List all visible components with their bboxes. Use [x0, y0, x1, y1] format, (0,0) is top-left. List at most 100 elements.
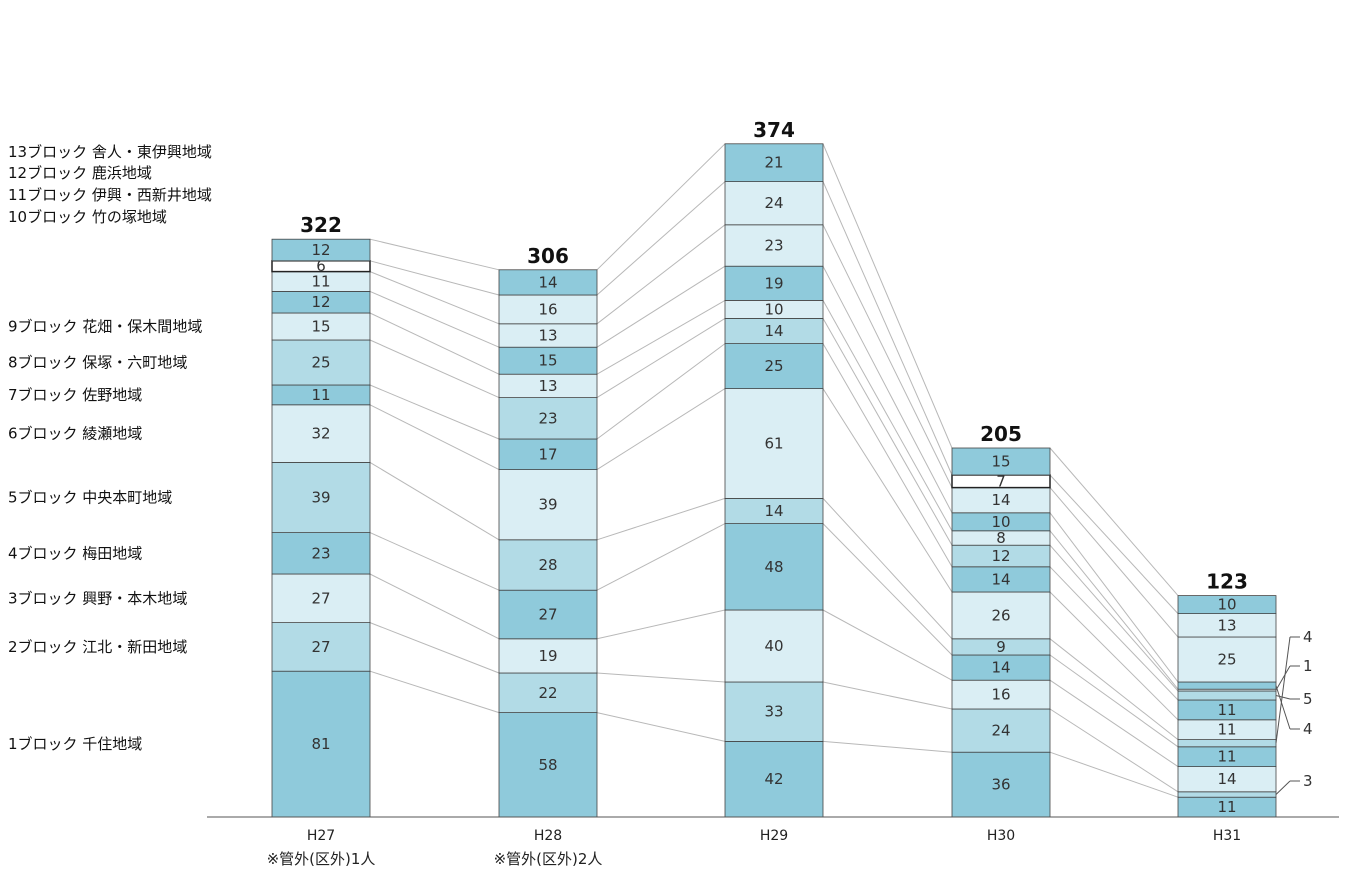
connector-line [1049, 474, 1179, 614]
bar-segment [724, 224, 824, 267]
bar-segment [271, 339, 371, 386]
data-label: 81 [311, 735, 330, 753]
data-label: 27 [311, 589, 330, 607]
bar-segment [498, 638, 598, 674]
bar-segment [951, 487, 1051, 514]
callout-line [1275, 636, 1291, 744]
connector-lines [369, 143, 1179, 798]
connector-line [369, 339, 500, 399]
connector-line [369, 238, 500, 271]
bar-segment [724, 497, 824, 524]
callout-label: 5 [1303, 690, 1313, 708]
data-label: 9 [996, 638, 1006, 656]
callout-label: 4 [1303, 628, 1313, 646]
bar-segment [271, 532, 371, 575]
callouts: 4 1 5 4 3 [1275, 628, 1313, 795]
connector-line [369, 573, 500, 640]
data-label: 11 [1217, 748, 1236, 766]
data-label: 48 [764, 558, 783, 576]
total-label: 374 [753, 118, 795, 142]
connector-line [1049, 566, 1179, 701]
bar-segment [724, 741, 824, 818]
data-label: 40 [764, 637, 783, 655]
data-label: 28 [538, 556, 557, 574]
bar-segment [1177, 766, 1277, 793]
connector-line [596, 712, 726, 742]
data-label: 36 [991, 776, 1010, 794]
callout-label: 1 [1303, 657, 1313, 675]
connector-line [1049, 751, 1179, 798]
data-label: 25 [311, 354, 330, 372]
data-label: 16 [991, 686, 1010, 704]
bar-segment [271, 238, 371, 262]
bar-segment [271, 404, 371, 463]
connector-line [1049, 544, 1179, 692]
connector-line [596, 609, 726, 640]
total-label: 306 [527, 244, 569, 268]
callout-line [1275, 685, 1291, 730]
connector-line [596, 343, 726, 440]
bar-segment [498, 294, 598, 325]
data-label: 10 [1217, 596, 1236, 614]
connector-line [822, 681, 953, 710]
bar-segment [951, 708, 1051, 753]
data-label: 23 [538, 409, 557, 427]
bar-segment [951, 447, 1051, 476]
connector-line [822, 181, 953, 476]
data-label: 61 [764, 435, 783, 453]
connector-line [369, 622, 500, 674]
bar-segment [1177, 636, 1277, 683]
x-tick-label: H30 [987, 828, 1015, 844]
connector-line [369, 260, 500, 296]
data-label: 11 [1217, 701, 1236, 719]
bar-segment [271, 312, 371, 341]
data-label: 12 [311, 241, 330, 259]
data-label: 12 [991, 547, 1010, 565]
connector-line [369, 532, 500, 591]
bar-segment [1177, 681, 1277, 690]
bar-segment [724, 143, 824, 183]
x-tick-note: ※管外(区外)2人 [494, 850, 603, 868]
data-label: 13 [538, 327, 557, 345]
x-tick-label: H31 [1213, 828, 1241, 844]
legend-item: 8ブロック 保塚・六町地域 [8, 354, 187, 372]
data-label: 24 [991, 722, 1010, 740]
data-label: 13 [1217, 616, 1236, 634]
data-label: 6 [316, 257, 326, 275]
x-tick-note: ※管外(区外)1人 [267, 850, 376, 868]
connector-line [822, 343, 953, 568]
bar-segment [498, 712, 598, 818]
connector-line [596, 317, 726, 399]
data-label: 22 [538, 684, 557, 702]
connector-line [596, 265, 726, 348]
connector-line [369, 271, 500, 325]
data-label: 32 [311, 425, 330, 443]
legend: 1ブロック 千住地域 2ブロック 江北・新田地域 3ブロック 興野・本木地域 4ブロッ… [8, 143, 212, 753]
connector-line [822, 265, 953, 514]
connector-line [596, 299, 726, 375]
data-label: 16 [538, 300, 557, 318]
bar-segment [1177, 791, 1277, 798]
data-label: 15 [991, 453, 1010, 471]
data-label: 42 [764, 770, 783, 788]
x-axis: H27 ※管外(区外)1人 H28 ※管外(区外)2人 H29 H30 H31 [267, 828, 1242, 868]
connector-line [822, 609, 953, 681]
data-label: 14 [538, 273, 557, 291]
data-label: 27 [311, 638, 330, 656]
x-tick-label: H28 [534, 828, 562, 844]
bar-segment [498, 269, 598, 296]
connector-line [822, 740, 953, 753]
bar-segment [724, 181, 824, 226]
connector-line [596, 143, 726, 271]
bar-segment [498, 469, 598, 541]
legend-item: 11ブロック 伊興・西新井地域 [8, 186, 212, 204]
connector-line [822, 143, 953, 449]
data-label: 26 [991, 606, 1010, 624]
data-label: 39 [538, 496, 557, 514]
data-label: 14 [991, 659, 1010, 677]
bar-segment [498, 346, 598, 375]
data-label: 19 [764, 274, 783, 292]
connector-line [822, 300, 953, 532]
data-label: 23 [764, 237, 783, 255]
